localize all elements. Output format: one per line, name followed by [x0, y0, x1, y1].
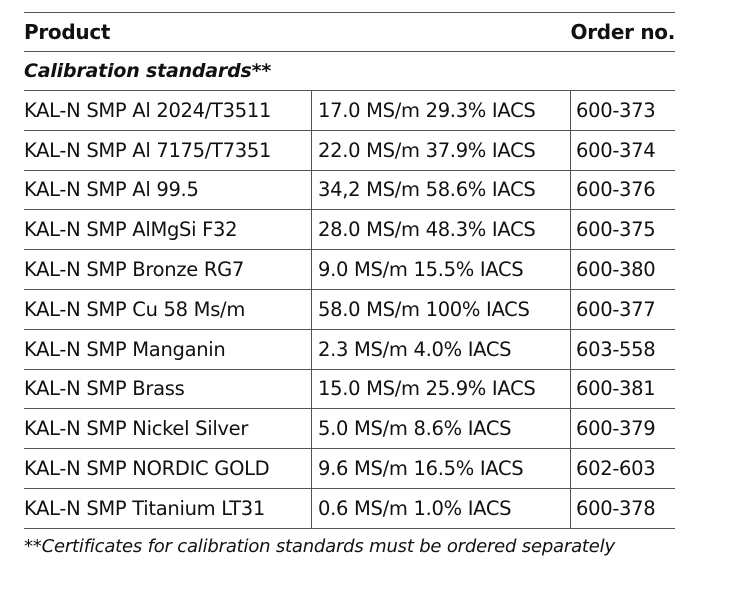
conductivity-cell: 2.3 MS/m 4.0% IACS	[311, 329, 570, 369]
product-cell: KAL-N SMP NORDIC GOLD	[24, 457, 270, 481]
conductivity-cell: 22.0 MS/m 37.9% IACS	[311, 130, 570, 170]
conductivity-cell: 9.0 MS/m 15.5% IACS	[311, 250, 570, 289]
conductivity-cell: 0.6 MS/m 1.0% IACS	[311, 488, 570, 528]
order-number-cell: 600-373	[570, 91, 675, 130]
conductivity-cell: 17.0 MS/m 29.3% IACS	[311, 91, 570, 130]
conductivity-cell: 15.0 MS/m 25.9% IACS	[311, 369, 570, 409]
product-cell: KAL-N SMP Titanium LT31	[24, 496, 265, 520]
product-table: Product Order no. Calibration standards*…	[24, 12, 675, 529]
conductivity-cell: 58.0 MS/m 100% IACS	[311, 289, 570, 329]
order-number-cell: 600-379	[570, 409, 675, 449]
order-number-cell: 600-381	[570, 369, 675, 409]
header-product: Product	[24, 20, 111, 44]
table-row: KAL-N SMP NORDIC GOLD 9.6 MS/m 16.5% IACS…	[24, 449, 675, 489]
product-cell: KAL-N SMP Al 2024/T3511	[24, 98, 272, 122]
header-order-no: Order no.	[570, 20, 676, 44]
table-row: KAL-N SMP Bronze RG7 9.0 MS/m 15.5% IACS 6…	[24, 250, 675, 290]
product-cell: KAL-N SMP Nickel Silver	[24, 417, 249, 441]
table-body: KAL-N SMP Al 2024/T3511 17.0 MS/m 29.3% I…	[24, 91, 675, 529]
order-number-cell: 600-376	[570, 170, 675, 210]
conductivity-cell: 5.0 MS/m 8.6% IACS	[311, 409, 570, 449]
table-row: KAL-N SMP Brass 15.0 MS/m 25.9% IACS 600-3…	[24, 369, 675, 410]
product-cell: KAL-N SMP Cu 58 Ms/m	[24, 297, 246, 321]
product-cell: KAL-N SMP Manganin	[24, 337, 226, 361]
product-cell: KAL-N SMP AlMgSi F32	[24, 218, 238, 242]
top-rule	[24, 12, 675, 13]
product-cell: KAL-N SMP Bronze RG7	[24, 258, 245, 282]
table-row: KAL-N SMP Titanium LT31 0.6 MS/m 1.0% IAC…	[24, 488, 675, 529]
table-row: KAL-N SMP AlMgSi F32 28.0 MS/m 48.3% IACS…	[24, 210, 675, 251]
footnote: **Certificates for calibration standards…	[24, 536, 615, 557]
order-number-cell: 603-558	[570, 329, 675, 369]
order-number-cell: 602-603	[570, 449, 675, 488]
table-row: KAL-N SMP Al 7175/T7351 22.0 MS/m 37.9% I…	[24, 130, 675, 171]
table-row: KAL-N SMP Al 99.5 34,2 MS/m 58.6% IACS 600…	[24, 170, 675, 211]
order-number-cell: 600-378	[570, 488, 675, 528]
product-cell: KAL-N SMP Brass	[24, 377, 185, 401]
table-header: Product Order no.	[24, 13, 675, 52]
product-cell: KAL-N SMP Al 99.5	[24, 178, 199, 202]
table-row: KAL-N SMP Al 2024/T3511 17.0 MS/m 29.3% I…	[24, 91, 675, 131]
table-row: KAL-N SMP Nickel Silver 5.0 MS/m 8.6% IAC…	[24, 409, 675, 450]
order-number-cell: 600-374	[570, 130, 675, 170]
section-title: Calibration standards**	[24, 52, 675, 91]
conductivity-cell: 9.6 MS/m 16.5% IACS	[311, 449, 570, 488]
order-number-cell: 600-377	[570, 289, 675, 329]
order-number-cell: 600-375	[570, 210, 675, 250]
table-row: KAL-N SMP Manganin 2.3 MS/m 4.0% IACS 603-…	[24, 329, 675, 370]
conductivity-cell: 34,2 MS/m 58.6% IACS	[311, 170, 570, 210]
order-number-cell: 600-380	[570, 250, 675, 289]
table-row: KAL-N SMP Cu 58 Ms/m 58.0 MS/m 100% IACS 6…	[24, 289, 675, 330]
product-cell: KAL-N SMP Al 7175/T7351	[24, 138, 272, 162]
conductivity-cell: 28.0 MS/m 48.3% IACS	[311, 210, 570, 250]
